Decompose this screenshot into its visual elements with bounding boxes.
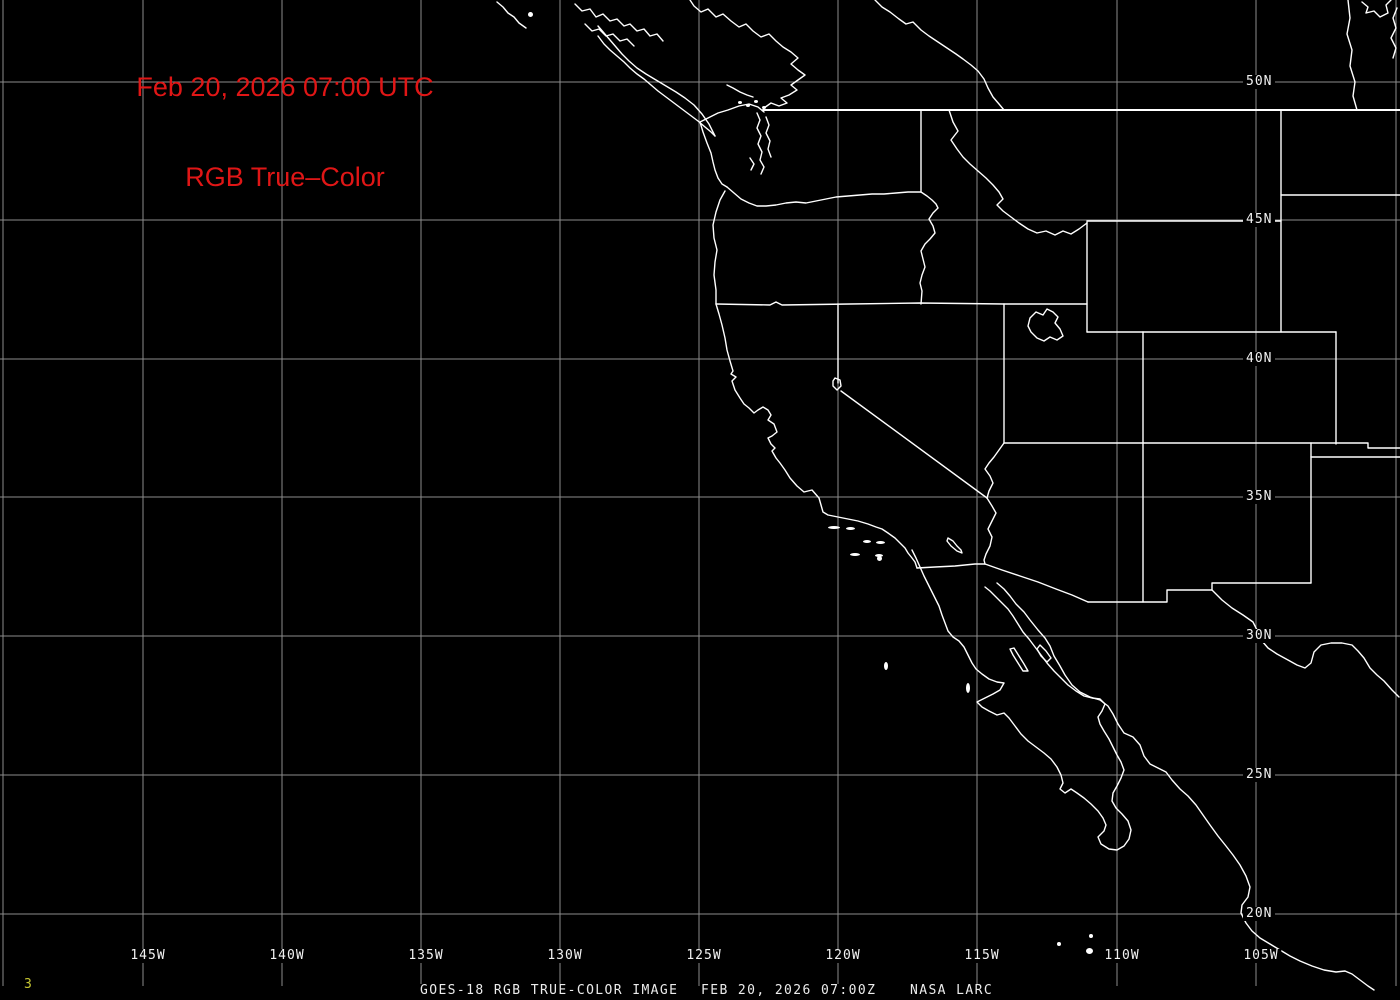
frame-number: 3	[24, 977, 32, 992]
rio-grande	[1211, 589, 1400, 698]
wa-outer-coast	[699, 121, 728, 188]
california-coast	[715, 303, 918, 569]
island-channel-2	[846, 527, 855, 530]
colorado-river-nv-az	[984, 442, 1005, 499]
island-tres-marias-2	[1089, 934, 1093, 938]
longitude-label-105W: 105W	[1240, 949, 1282, 963]
longitude-label-110W: 110W	[1101, 949, 1143, 963]
island-guadalupe	[884, 662, 888, 670]
nw-archipelago-1	[574, 3, 664, 42]
puget-sound-3	[749, 157, 755, 171]
vancouver-island-east-coast	[597, 25, 716, 137]
island-channel-6	[875, 554, 883, 557]
island-tres-marias-1	[1057, 942, 1061, 946]
title-product: RGB True–Color	[185, 162, 385, 192]
latitude-label-30N: 30N	[1243, 629, 1276, 643]
island-cortes-bank	[877, 556, 882, 561]
longitude-label-145W: 145W	[127, 949, 169, 963]
island-channel-1	[828, 526, 840, 529]
island-san-juan-1	[738, 101, 742, 104]
nm-south-border	[1087, 582, 1312, 603]
nw-archipelago-2	[584, 23, 635, 47]
border-37n	[1003, 442, 1400, 449]
bc-alberta-divide	[874, 0, 1005, 111]
latitude-label-40N: 40N	[1243, 352, 1276, 366]
colorado-river-ca-az	[983, 497, 997, 565]
texada-island	[726, 84, 754, 98]
title-datetime: Feb 20, 2026 07:00 UTC	[136, 72, 434, 102]
isla-angel-de-la-guarda	[1009, 647, 1029, 672]
puget-sound-2	[765, 116, 772, 158]
bc-mainland-coast	[689, 0, 806, 111]
latitude-label-25N: 25N	[1243, 768, 1276, 782]
puget-sound-1	[756, 112, 765, 175]
vancouver-island-west-coast	[597, 35, 716, 137]
ca-nv-diagonal	[840, 390, 988, 499]
island-tres-marias-3	[1086, 948, 1093, 954]
coastlines-and-borders	[496, 0, 1400, 991]
isla-tiburon	[1036, 644, 1052, 663]
latitude-label-50N: 50N	[1243, 75, 1276, 89]
columbia-river-wa-or	[726, 186, 922, 207]
sonora-sinaloa-coast	[996, 582, 1375, 991]
baja-peninsula-coast	[911, 549, 1132, 851]
juan-de-fuca-south-shore	[699, 103, 765, 123]
longitude-label-120W: 120W	[822, 949, 864, 963]
haida-gwaii-coast	[496, 1, 527, 29]
oregon-coast	[712, 190, 726, 305]
image-title: Feb 20, 2026 07:00 UTC RGB True–Color	[136, 12, 433, 252]
island-haida-speck	[528, 12, 533, 17]
island-san-juan-3	[754, 100, 758, 103]
sk-mb-border	[1346, 0, 1358, 111]
island-san-juan-2	[746, 104, 750, 107]
longitude-label-130W: 130W	[544, 949, 586, 963]
snake-river-or-id	[919, 191, 939, 305]
longitude-label-125W: 125W	[683, 949, 725, 963]
island-cedros	[966, 683, 970, 693]
caption-product: GOES-18 RGB TRUE-COLOR IMAGE	[420, 983, 679, 998]
latitude-label-45N: 45N	[1243, 213, 1276, 227]
manitoba-lakes-2	[1390, 7, 1398, 59]
latitude-label-35N: 35N	[1243, 490, 1276, 504]
salton-sea	[946, 537, 963, 554]
ca-mexico-border	[916, 563, 986, 569]
lake-tahoe	[832, 377, 842, 391]
great-salt-lake	[1027, 308, 1064, 342]
az-mexico-border	[984, 563, 1089, 603]
border-42n	[715, 301, 1088, 306]
caption-credit: NASA LARC	[910, 983, 994, 998]
island-channel-4	[876, 541, 885, 544]
caption-timestamp: FEB 20, 2026 07:00Z	[701, 983, 877, 998]
id-mt-border	[948, 109, 1088, 236]
island-channel-5	[850, 553, 860, 556]
latitude-label-20N: 20N	[1243, 907, 1276, 921]
longitude-label-140W: 140W	[266, 949, 308, 963]
longitude-label-115W: 115W	[961, 949, 1003, 963]
island-channel-3	[863, 540, 871, 543]
longitude-label-135W: 135W	[405, 949, 447, 963]
manitoba-lakes-1	[1361, 0, 1392, 18]
island-san-juan-4	[762, 106, 766, 109]
